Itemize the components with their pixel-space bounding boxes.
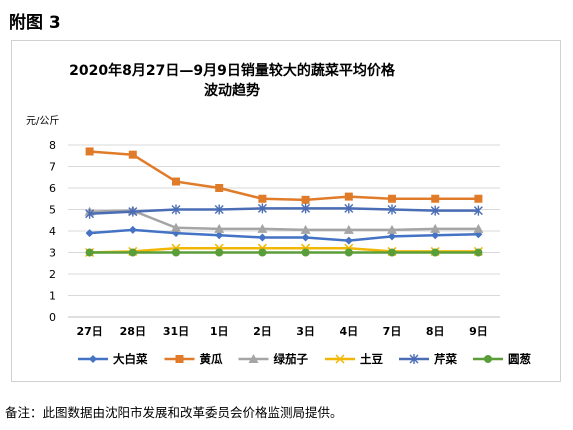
legend-marker-3	[335, 354, 345, 364]
legend-label-5: 圆葱	[508, 352, 531, 366]
data-point-5-0	[85, 248, 94, 257]
data-point-1-9	[474, 194, 483, 203]
series-line-1	[89, 150, 479, 202]
y-tick-label: 8	[49, 139, 56, 152]
y-tick-label: 3	[49, 247, 56, 260]
data-point-2-9	[473, 223, 484, 233]
data-point-0-8	[431, 231, 440, 240]
data-point-0-3	[215, 231, 224, 240]
legend-label-3: 土豆	[360, 352, 383, 366]
data-point-1-8	[431, 194, 440, 203]
data-point-1-0	[85, 147, 94, 156]
data-point-4-2	[171, 204, 181, 215]
data-point-5-1	[128, 248, 137, 257]
series-line-4	[89, 207, 479, 216]
data-point-5-8	[431, 248, 440, 257]
x-tick-label: 4日	[339, 325, 358, 338]
y-tick-label: 7	[49, 161, 56, 174]
series-line-0	[89, 228, 479, 242]
data-point-1-6	[344, 192, 353, 201]
legend-label-4: 芹菜	[434, 352, 457, 366]
data-point-5-6	[344, 248, 353, 257]
data-point-1-4	[258, 194, 267, 203]
data-point-0-7	[388, 232, 396, 241]
data-point-2-2	[171, 222, 181, 232]
x-tick-label: 31日	[163, 325, 189, 338]
data-point-2-5	[300, 224, 311, 234]
y-axis-label: 元/公斤	[26, 115, 59, 127]
x-tick-label: 1日	[210, 325, 229, 338]
data-point-5-5	[301, 248, 310, 257]
data-point-5-7	[388, 248, 396, 257]
data-point-0-1	[128, 225, 137, 234]
x-tick-label: 3日	[296, 325, 315, 338]
data-point-0-4	[258, 233, 267, 242]
chart-title-line2: 波动趋势	[204, 83, 260, 99]
y-tick-label: 1	[49, 290, 56, 303]
data-point-1-2	[172, 177, 180, 186]
data-point-4-4	[257, 203, 267, 214]
x-tick-label: 27日	[76, 325, 102, 338]
y-tick-label: 2	[49, 268, 56, 281]
legend-marker-0	[89, 355, 97, 363]
x-tick-label: 28日	[120, 325, 146, 338]
x-tick-label: 2日	[253, 325, 272, 338]
data-point-5-9	[474, 248, 483, 257]
data-point-4-7	[387, 204, 397, 215]
y-tick-label: 5	[49, 204, 56, 217]
legend-marker-5	[484, 355, 492, 363]
data-point-4-3	[214, 204, 224, 215]
data-point-2-3	[214, 223, 225, 233]
data-point-5-3	[215, 248, 224, 257]
data-point-2-6	[343, 224, 354, 234]
data-point-4-0	[85, 208, 95, 219]
data-point-1-3	[215, 184, 224, 192]
y-tick-label: 6	[49, 182, 56, 195]
figure-label: 附图 3	[9, 13, 61, 33]
y-tick-label: 0	[49, 311, 56, 324]
legend-label-0: 大白菜	[113, 352, 148, 366]
legend-label-2: 绿茄子	[274, 352, 309, 366]
x-tick-label: 9日	[469, 325, 488, 338]
data-point-1-5	[301, 195, 310, 204]
legend-label-1: 黄瓜	[200, 352, 223, 366]
data-point-2-8	[430, 223, 441, 233]
data-source-note: 备注：此图数据由沈阳市发展和改革委员会价格监测局提供。	[5, 405, 343, 420]
legend-marker-4	[409, 354, 419, 364]
data-point-0-0	[85, 229, 94, 238]
data-point-4-8	[430, 205, 440, 216]
data-point-5-4	[258, 248, 267, 257]
data-point-1-7	[388, 194, 396, 203]
series-line-2	[89, 209, 479, 232]
data-point-5-2	[172, 248, 180, 257]
data-point-2-7	[387, 224, 397, 234]
x-tick-label: 8日	[426, 325, 445, 338]
data-point-4-1	[128, 206, 138, 217]
data-point-4-9	[473, 205, 483, 216]
data-point-0-5	[301, 233, 310, 242]
data-point-0-6	[344, 236, 353, 245]
data-point-1-1	[128, 150, 137, 159]
data-point-4-5	[301, 203, 311, 214]
x-tick-label: 7日	[383, 325, 402, 338]
data-point-4-6	[344, 203, 354, 214]
chart-container: 2020年8月27日—9月9日销量较大的蔬菜平均价格 波动趋势 元/公斤 0 1 2 3…	[11, 40, 561, 382]
data-point-2-4	[257, 223, 268, 233]
legend-marker-2	[248, 354, 259, 363]
chart-title-line1: 2020年8月27日—9月9日销量较大的蔬菜平均价格	[69, 63, 395, 79]
legend-marker-1	[175, 355, 184, 363]
y-tick-label: 4	[49, 225, 56, 238]
